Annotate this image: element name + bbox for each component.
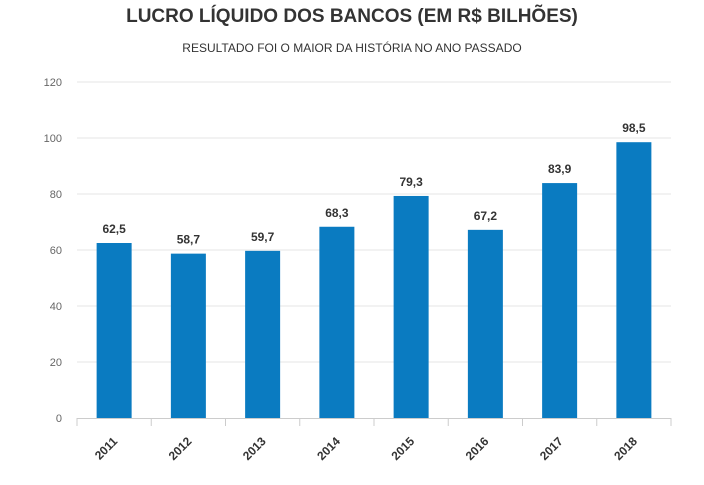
chart-title: LUCRO LÍQUIDO DOS BANCOS (EM R$ BILHÕES) [126,6,578,27]
x-tick-label-2016: 2016 [463,434,492,463]
data-label-2017: 83,9 [548,162,572,176]
data-label-2015: 79,3 [399,175,423,189]
data-label-2011: 62,5 [102,222,126,236]
y-tick-label: 80 [50,189,62,201]
data-label-2016: 67,2 [474,209,498,223]
x-tick-label-2018: 2018 [611,434,640,463]
y-tick-label: 100 [44,133,62,145]
x-tick-label-2012: 2012 [166,434,195,463]
bar-2016 [467,229,503,418]
y-tick-label: 0 [56,413,62,425]
bar-2012 [170,253,206,418]
x-tick-label-2013: 2013 [240,434,269,463]
bar-2014 [319,226,355,418]
y-tick-label: 60 [50,245,62,257]
x-tick-label-2014: 2014 [314,434,343,463]
x-tick-label-2017: 2017 [537,434,566,463]
data-label-2018: 98,5 [622,121,646,135]
bar-2017 [542,183,578,418]
data-label-2014: 68,3 [325,206,349,220]
data-label-2012: 58,7 [177,233,201,247]
bar-2015 [393,195,429,418]
data-label-2013: 59,7 [251,230,275,244]
y-tick-label: 120 [44,77,62,89]
bar-2011 [96,243,132,418]
x-tick-label-2015: 2015 [388,434,417,463]
y-tick-label: 20 [50,357,62,369]
bar-2018 [616,142,652,418]
bar-2013 [245,250,281,418]
x-tick-label-2011: 2011 [92,434,121,463]
chart-subtitle: RESULTADO FOI O MAIOR DA HISTÓRIA NO ANO… [182,41,522,55]
y-tick-label: 40 [50,301,62,313]
